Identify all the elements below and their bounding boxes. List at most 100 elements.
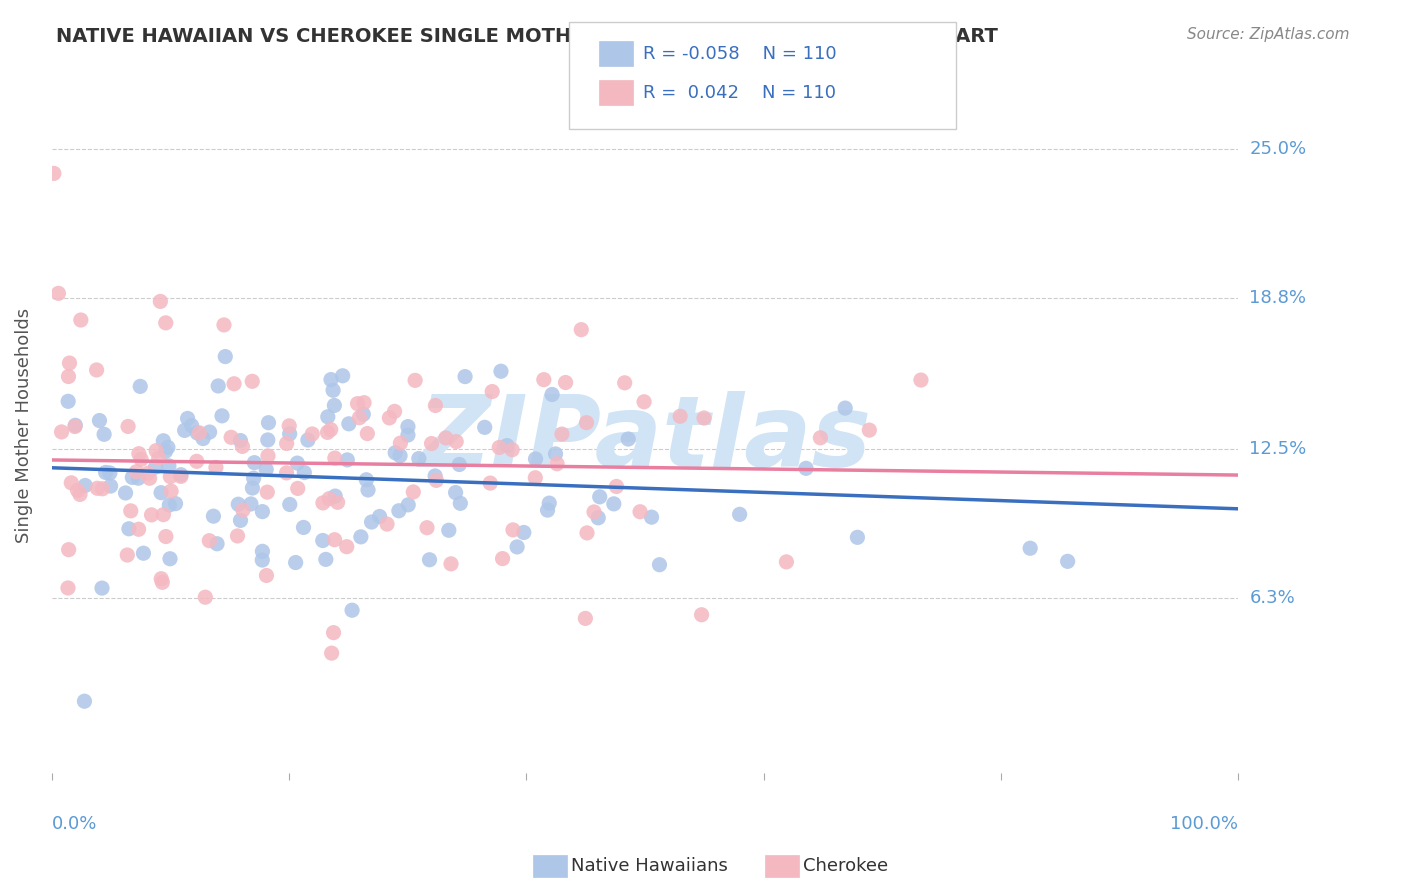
Point bbox=[60, 475, 83, 490]
Point bbox=[396, 428, 419, 442]
Point bbox=[150, 575, 173, 590]
Point bbox=[136, 467, 159, 481]
Point bbox=[357, 483, 380, 497]
Point bbox=[434, 431, 457, 445]
Point bbox=[444, 434, 467, 449]
Text: Native Hawaiians: Native Hawaiians bbox=[571, 857, 728, 875]
Point bbox=[86, 363, 108, 377]
Point bbox=[536, 503, 558, 517]
Point bbox=[100, 479, 122, 493]
Point bbox=[910, 373, 932, 387]
Point bbox=[276, 466, 298, 480]
Point bbox=[229, 513, 252, 527]
Point bbox=[202, 509, 225, 524]
Point bbox=[56, 581, 79, 595]
Point bbox=[586, 510, 609, 524]
Point bbox=[239, 497, 262, 511]
Point bbox=[368, 509, 391, 524]
Point bbox=[152, 508, 174, 522]
Point bbox=[319, 423, 342, 437]
Point bbox=[226, 529, 249, 543]
Text: 25.0%: 25.0% bbox=[1250, 140, 1306, 159]
Point bbox=[551, 427, 574, 442]
Point bbox=[256, 433, 278, 447]
Point bbox=[205, 537, 228, 551]
Point bbox=[546, 457, 568, 471]
Point bbox=[340, 603, 363, 617]
Text: 18.8%: 18.8% bbox=[1250, 289, 1306, 307]
Point bbox=[198, 533, 221, 548]
Point bbox=[1056, 554, 1078, 568]
Point bbox=[617, 432, 640, 446]
Point bbox=[278, 418, 301, 433]
Point bbox=[278, 426, 301, 441]
Text: NATIVE HAWAIIAN VS CHEROKEE SINGLE MOTHER HOUSEHOLDS CORRELATION CHART: NATIVE HAWAIIAN VS CHEROKEE SINGLE MOTHE… bbox=[56, 27, 998, 45]
Point bbox=[574, 611, 596, 625]
Point bbox=[502, 523, 524, 537]
Point bbox=[669, 409, 692, 424]
Point bbox=[165, 497, 187, 511]
Point bbox=[389, 436, 412, 450]
Point bbox=[605, 479, 627, 493]
Point bbox=[254, 462, 277, 476]
Point bbox=[69, 313, 91, 327]
Point bbox=[323, 489, 346, 503]
Point bbox=[319, 373, 342, 387]
Point bbox=[404, 373, 426, 387]
Point bbox=[58, 542, 80, 557]
Point bbox=[356, 426, 378, 441]
Point bbox=[628, 505, 651, 519]
Point bbox=[728, 508, 751, 522]
Point bbox=[858, 423, 880, 437]
Point bbox=[66, 483, 89, 498]
Text: 12.5%: 12.5% bbox=[1250, 441, 1306, 458]
Point bbox=[423, 469, 446, 483]
Point bbox=[155, 316, 177, 330]
Point bbox=[569, 323, 592, 337]
Point bbox=[491, 551, 513, 566]
Point bbox=[349, 410, 371, 425]
Point bbox=[256, 568, 278, 582]
Point bbox=[316, 425, 339, 440]
Point bbox=[541, 387, 564, 401]
Point bbox=[226, 497, 249, 511]
Point bbox=[437, 523, 460, 537]
Text: R =  0.042    N = 110: R = 0.042 N = 110 bbox=[643, 84, 835, 102]
Point bbox=[56, 394, 79, 409]
Point bbox=[65, 418, 87, 433]
Point bbox=[93, 427, 115, 442]
Point bbox=[353, 395, 375, 409]
Point bbox=[408, 451, 430, 466]
Point bbox=[120, 504, 142, 518]
Point bbox=[118, 522, 141, 536]
Point bbox=[613, 376, 636, 390]
Point bbox=[418, 553, 440, 567]
Point bbox=[150, 485, 173, 500]
Point bbox=[75, 478, 97, 492]
Point bbox=[1019, 541, 1042, 556]
Point bbox=[444, 485, 467, 500]
Point bbox=[278, 498, 301, 512]
Point bbox=[301, 427, 323, 442]
Point bbox=[188, 425, 211, 440]
Point bbox=[315, 552, 337, 566]
Text: Cherokee: Cherokee bbox=[803, 857, 889, 875]
Point bbox=[242, 471, 264, 485]
Point bbox=[322, 625, 344, 640]
Point bbox=[336, 453, 359, 467]
Point bbox=[506, 540, 529, 554]
Point bbox=[292, 466, 315, 480]
Point bbox=[232, 503, 254, 517]
Point bbox=[396, 498, 419, 512]
Point bbox=[94, 466, 117, 480]
Point bbox=[219, 430, 242, 444]
Point bbox=[496, 439, 519, 453]
Point bbox=[138, 471, 160, 485]
Point bbox=[440, 557, 463, 571]
Point bbox=[98, 466, 121, 480]
Point bbox=[194, 591, 217, 605]
Point bbox=[159, 469, 181, 483]
Point bbox=[454, 369, 477, 384]
Point bbox=[449, 458, 471, 472]
Point bbox=[73, 694, 96, 708]
